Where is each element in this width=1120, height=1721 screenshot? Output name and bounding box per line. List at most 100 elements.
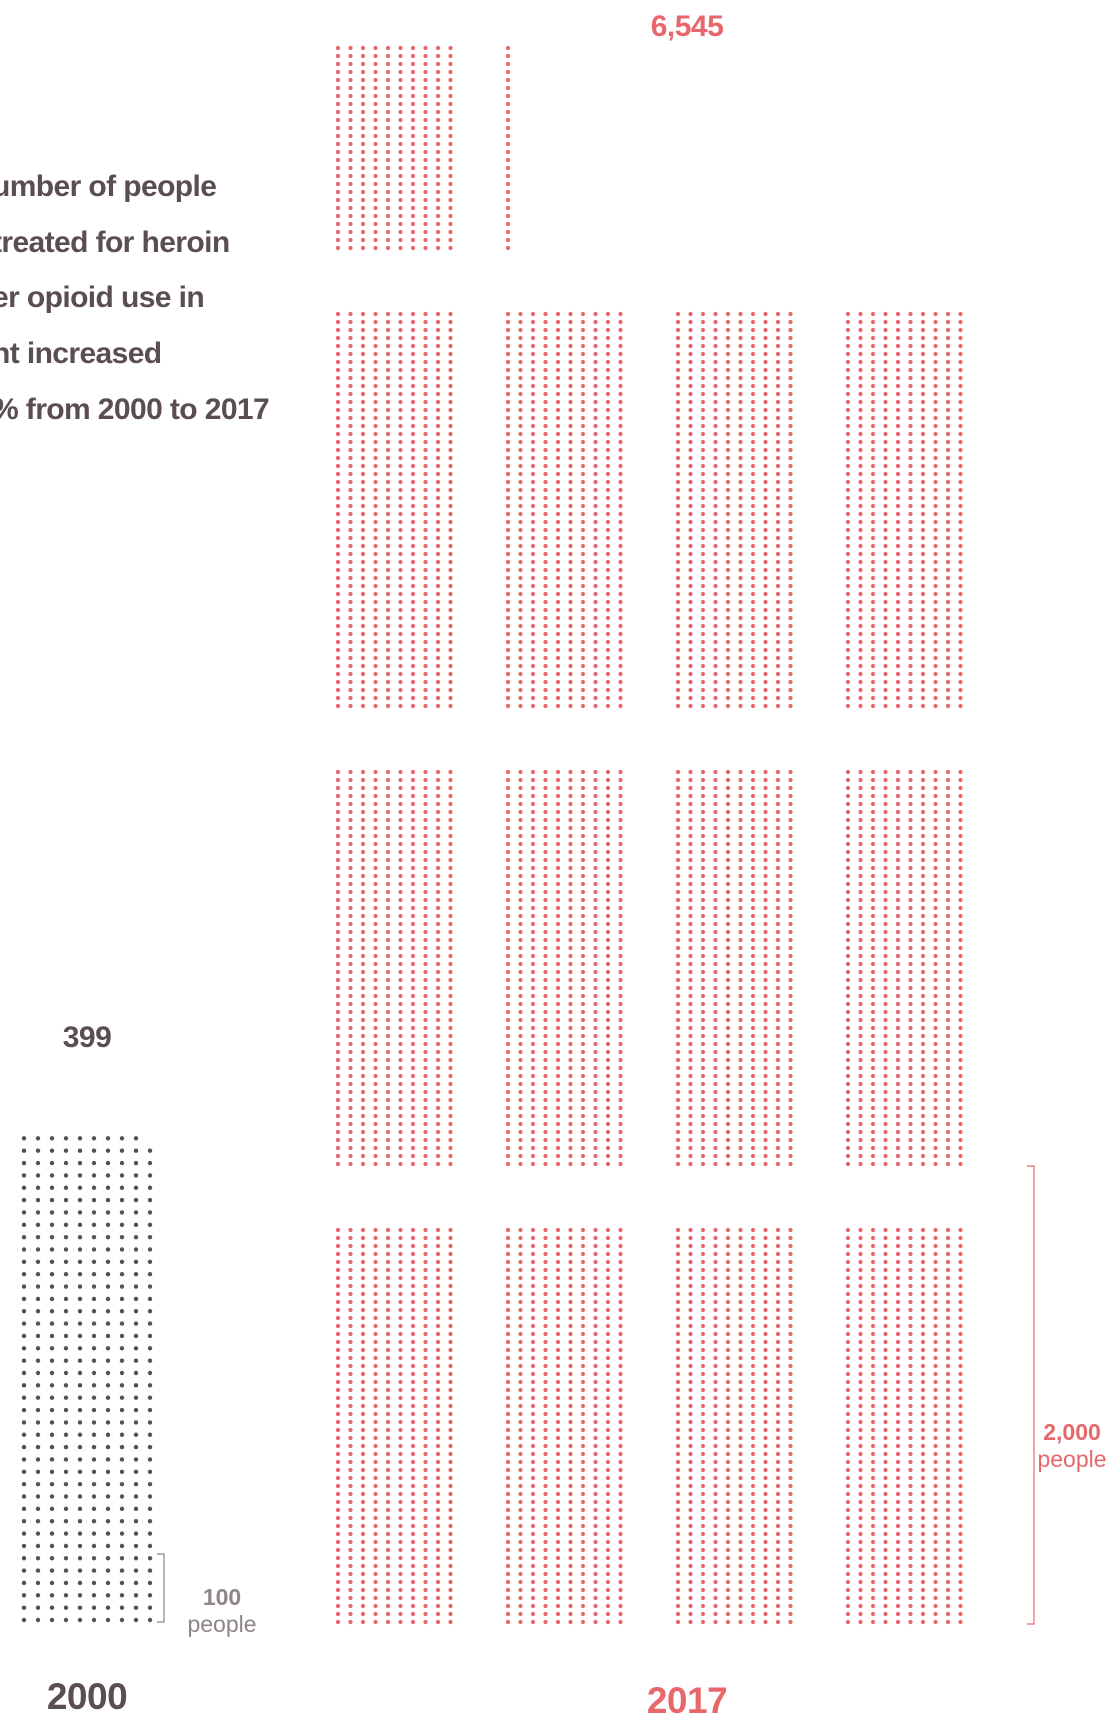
person-dot (555, 1547, 561, 1553)
person-dot (858, 1363, 863, 1369)
person-dot (605, 793, 611, 799)
person-dot (580, 865, 586, 871)
person-dot (908, 825, 913, 831)
person-dot (410, 1483, 416, 1489)
person-dot (858, 1499, 863, 1505)
person-dot (845, 921, 851, 927)
person-dot (423, 1507, 428, 1513)
person-dot (593, 1065, 598, 1071)
person-dot (373, 695, 378, 701)
person-dot (618, 1491, 623, 1497)
person-dot (448, 407, 453, 413)
person-dot (920, 1579, 926, 1585)
person-dot (883, 993, 888, 999)
person-dot (385, 519, 391, 525)
person-dot (35, 1173, 41, 1178)
person-dot (580, 1587, 586, 1593)
person-dot (435, 1121, 441, 1127)
person-dot (21, 1383, 27, 1388)
person-dot (713, 1611, 718, 1617)
person-dot (593, 1435, 598, 1441)
person-dot (348, 1145, 353, 1151)
person-dot (543, 913, 548, 919)
person-dot (435, 1467, 441, 1473)
person-dot (858, 1275, 863, 1281)
person-dot (845, 1137, 851, 1143)
person-dot (373, 351, 378, 357)
person-dot (147, 1309, 153, 1314)
person-dot (725, 1283, 731, 1289)
person-dot (945, 1395, 951, 1401)
person-dot (410, 1451, 416, 1457)
person-dot (423, 1121, 428, 1127)
person-dot (518, 527, 523, 533)
person-dot (788, 1315, 793, 1321)
person-dot (385, 1491, 391, 1497)
person-dot (21, 1531, 27, 1536)
person-dot (738, 1291, 743, 1297)
person-dot (385, 687, 391, 693)
person-dot (555, 1113, 561, 1119)
person-dot (580, 1403, 586, 1409)
person-dot (580, 1523, 586, 1529)
person-dot (593, 1243, 598, 1249)
person-dot (398, 623, 403, 629)
person-dot (920, 841, 926, 847)
person-dot (360, 809, 366, 815)
person-dot (410, 817, 416, 823)
person-dot (858, 921, 863, 927)
person-dot (505, 1323, 511, 1329)
person-dot (750, 785, 756, 791)
person-dot (775, 1153, 781, 1159)
person-dot (568, 1507, 573, 1513)
person-dot (385, 615, 391, 621)
person-dot (385, 961, 391, 967)
person-dot (398, 1355, 403, 1361)
person-dot (410, 1515, 416, 1521)
person-dot (883, 857, 888, 863)
person-dot (688, 1057, 693, 1063)
person-dot (883, 1153, 888, 1159)
person-dot (763, 1371, 768, 1377)
person-dot (713, 849, 718, 855)
person-dot (518, 1331, 523, 1337)
person-dot (908, 1571, 913, 1577)
person-dot (580, 1579, 586, 1585)
person-dot (788, 1299, 793, 1305)
person-dot (373, 1283, 378, 1289)
person-dot (788, 1227, 793, 1233)
person-dot (530, 1105, 536, 1111)
person-dot (883, 1387, 888, 1393)
person-dot (945, 1499, 951, 1505)
person-dot (593, 1145, 598, 1151)
person-dot (518, 1419, 523, 1425)
person-dot (385, 1371, 391, 1377)
person-dot (360, 921, 366, 927)
person-dot (423, 1113, 428, 1119)
person-dot (738, 1081, 743, 1087)
person-dot (675, 1355, 681, 1361)
person-dot (505, 375, 511, 381)
person-dot (448, 415, 453, 421)
person-dot (555, 1267, 561, 1273)
person-dot (700, 1025, 706, 1031)
person-dot (858, 1403, 863, 1409)
person-dot (49, 1321, 55, 1326)
person-dot (423, 687, 428, 693)
person-dot (870, 841, 876, 847)
person-dot (883, 1315, 888, 1321)
person-dot (605, 1291, 611, 1297)
person-dot (335, 1379, 341, 1385)
person-dot (335, 1267, 341, 1273)
person-dot (423, 1105, 428, 1111)
person-dot (63, 1395, 69, 1400)
person-dot (738, 1235, 743, 1241)
person-dot (945, 1427, 951, 1433)
person-dot (750, 1113, 756, 1119)
person-dot (580, 1283, 586, 1289)
person-dot (505, 1001, 511, 1007)
person-dot (933, 1049, 938, 1055)
year-label-2000: 2000 (47, 1676, 127, 1717)
person-dot (360, 1049, 366, 1055)
person-dot (119, 1259, 125, 1265)
